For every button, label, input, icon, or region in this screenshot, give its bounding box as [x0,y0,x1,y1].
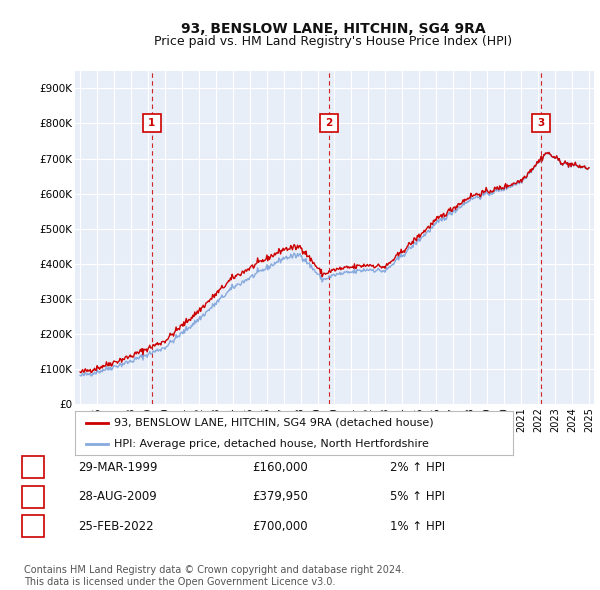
Text: £700,000: £700,000 [252,520,308,533]
Text: Contains HM Land Registry data © Crown copyright and database right 2024.
This d: Contains HM Land Registry data © Crown c… [24,565,404,587]
Text: £379,950: £379,950 [252,490,308,503]
Text: 2% ↑ HPI: 2% ↑ HPI [390,461,445,474]
Text: 29-MAR-1999: 29-MAR-1999 [78,461,157,474]
Text: £160,000: £160,000 [252,461,308,474]
Text: 1: 1 [29,461,37,474]
Text: 93, BENSLOW LANE, HITCHIN, SG4 9RA (detached house): 93, BENSLOW LANE, HITCHIN, SG4 9RA (deta… [115,418,434,428]
Text: 1% ↑ HPI: 1% ↑ HPI [390,520,445,533]
Text: 93, BENSLOW LANE, HITCHIN, SG4 9RA: 93, BENSLOW LANE, HITCHIN, SG4 9RA [181,22,485,37]
Text: Price paid vs. HM Land Registry's House Price Index (HPI): Price paid vs. HM Land Registry's House … [154,35,512,48]
Text: 2: 2 [29,490,37,503]
Text: 25-FEB-2022: 25-FEB-2022 [78,520,154,533]
Text: 1: 1 [148,119,155,129]
Text: 2: 2 [325,119,332,129]
Text: 28-AUG-2009: 28-AUG-2009 [78,490,157,503]
Text: 3: 3 [29,520,37,533]
Text: 5% ↑ HPI: 5% ↑ HPI [390,490,445,503]
Text: 3: 3 [537,119,544,129]
Text: HPI: Average price, detached house, North Hertfordshire: HPI: Average price, detached house, Nort… [115,440,429,449]
